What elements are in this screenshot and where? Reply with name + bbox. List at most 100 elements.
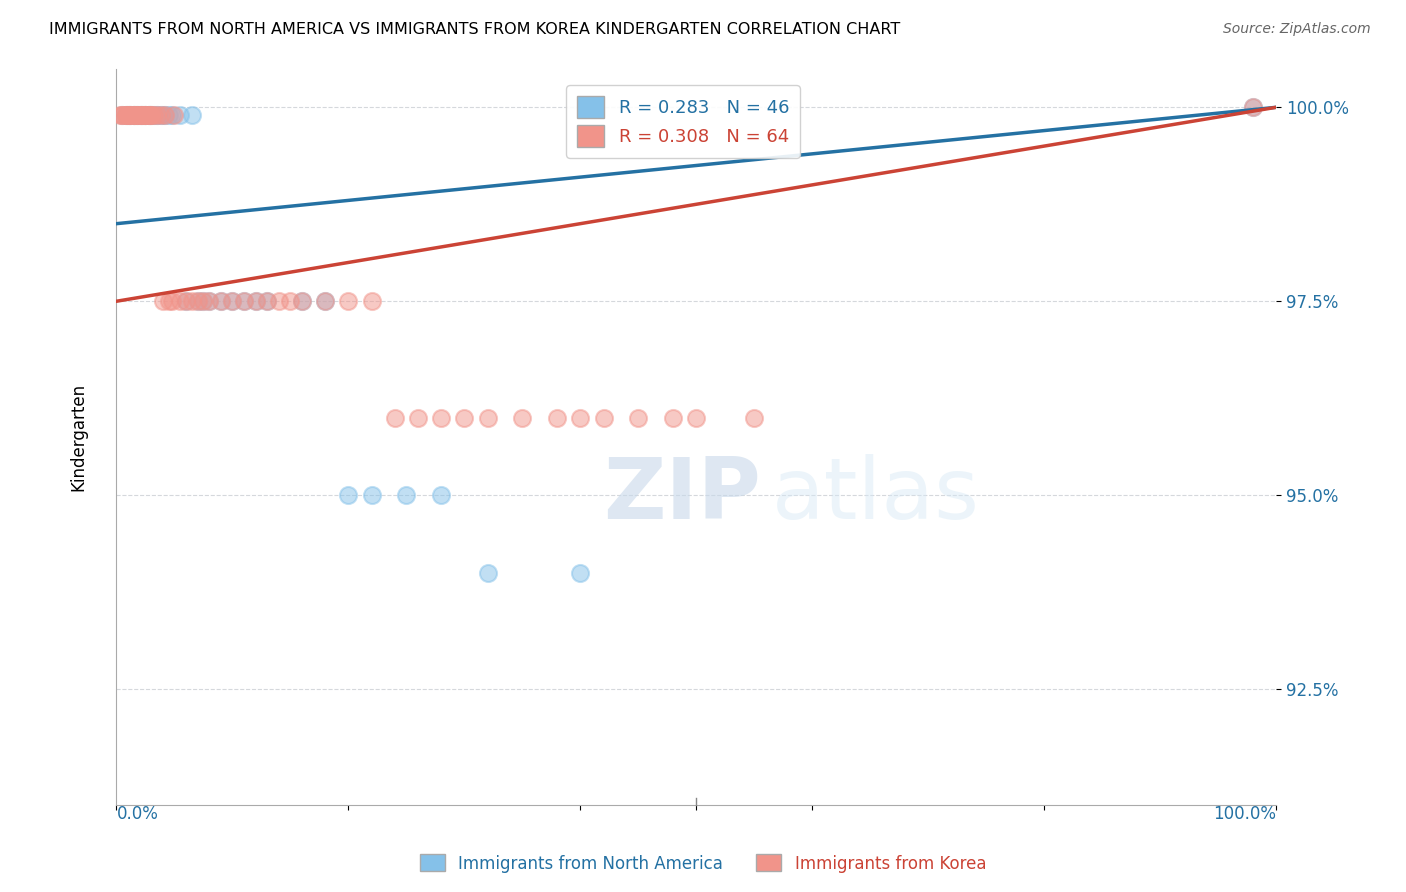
Point	[127, 108, 149, 122]
Point	[477, 410, 499, 425]
Point	[122, 108, 145, 122]
Point	[138, 108, 160, 122]
Point	[149, 108, 172, 122]
Point	[157, 294, 180, 309]
Point	[131, 108, 153, 122]
Point	[134, 108, 156, 122]
Point	[360, 294, 382, 309]
Point	[314, 294, 336, 309]
Point	[128, 108, 150, 122]
Point	[174, 294, 197, 309]
Point	[245, 294, 267, 309]
Point	[430, 410, 453, 425]
Point	[169, 108, 191, 122]
Point	[280, 294, 302, 309]
Point	[187, 294, 209, 309]
Legend: Immigrants from North America, Immigrants from Korea: Immigrants from North America, Immigrant…	[413, 847, 993, 880]
Point	[685, 410, 707, 425]
Text: Source: ZipAtlas.com: Source: ZipAtlas.com	[1223, 22, 1371, 37]
Point	[233, 294, 256, 309]
Point	[152, 108, 174, 122]
Point	[360, 488, 382, 502]
Point	[120, 108, 142, 122]
Point	[131, 108, 153, 122]
Point	[406, 410, 429, 425]
Point	[221, 294, 243, 309]
Point	[193, 294, 215, 309]
Text: ZIP: ZIP	[603, 454, 761, 538]
Point	[477, 566, 499, 580]
Point	[111, 108, 134, 122]
Point	[146, 108, 169, 122]
Point	[117, 108, 139, 122]
Point	[142, 108, 165, 122]
Point	[291, 294, 314, 309]
Point	[193, 294, 215, 309]
Point	[209, 294, 232, 309]
Point	[149, 108, 172, 122]
Point	[117, 108, 139, 122]
Point	[187, 294, 209, 309]
Point	[138, 108, 160, 122]
Point	[134, 108, 156, 122]
Point	[152, 294, 174, 309]
Point	[122, 108, 145, 122]
Point	[157, 108, 180, 122]
Point	[120, 108, 142, 122]
Point	[141, 108, 163, 122]
Point	[1241, 100, 1264, 114]
Point	[111, 108, 134, 122]
Point	[627, 410, 650, 425]
Point	[337, 294, 360, 309]
Point	[108, 108, 131, 122]
Point	[256, 294, 278, 309]
Point	[138, 108, 160, 122]
Point	[291, 294, 314, 309]
Point	[453, 410, 475, 425]
Point	[120, 108, 142, 122]
Point	[180, 108, 202, 122]
Point	[546, 410, 568, 425]
Point	[128, 108, 150, 122]
Point	[138, 108, 160, 122]
Point	[146, 108, 169, 122]
Point	[198, 294, 221, 309]
Point	[127, 108, 149, 122]
Point	[395, 488, 418, 502]
Point	[122, 108, 145, 122]
Point	[174, 294, 197, 309]
Point	[134, 108, 156, 122]
Point	[114, 108, 136, 122]
Point	[146, 108, 169, 122]
Point	[122, 108, 145, 122]
Point	[592, 410, 614, 425]
Legend: R = 0.283   N = 46, R = 0.308   N = 64: R = 0.283 N = 46, R = 0.308 N = 64	[567, 85, 800, 158]
Point	[256, 294, 278, 309]
Point	[117, 108, 139, 122]
Point	[314, 294, 336, 309]
Point	[163, 108, 186, 122]
Point	[1241, 100, 1264, 114]
Point	[127, 108, 149, 122]
Point	[131, 108, 153, 122]
Text: Kindergarten: Kindergarten	[69, 383, 87, 491]
Point	[160, 294, 183, 309]
Point	[120, 108, 142, 122]
Point	[134, 108, 156, 122]
Point	[160, 108, 183, 122]
Text: atlas: atlas	[772, 454, 980, 538]
Point	[153, 108, 176, 122]
Point	[114, 108, 136, 122]
Point	[337, 488, 360, 502]
Point	[111, 108, 134, 122]
Point	[180, 294, 202, 309]
Point	[128, 108, 150, 122]
Point	[114, 108, 136, 122]
Point	[134, 108, 156, 122]
Text: 0.0%: 0.0%	[117, 805, 159, 823]
Point	[430, 488, 453, 502]
Point	[233, 294, 256, 309]
Point	[127, 108, 149, 122]
Point	[153, 108, 176, 122]
Point	[245, 294, 267, 309]
